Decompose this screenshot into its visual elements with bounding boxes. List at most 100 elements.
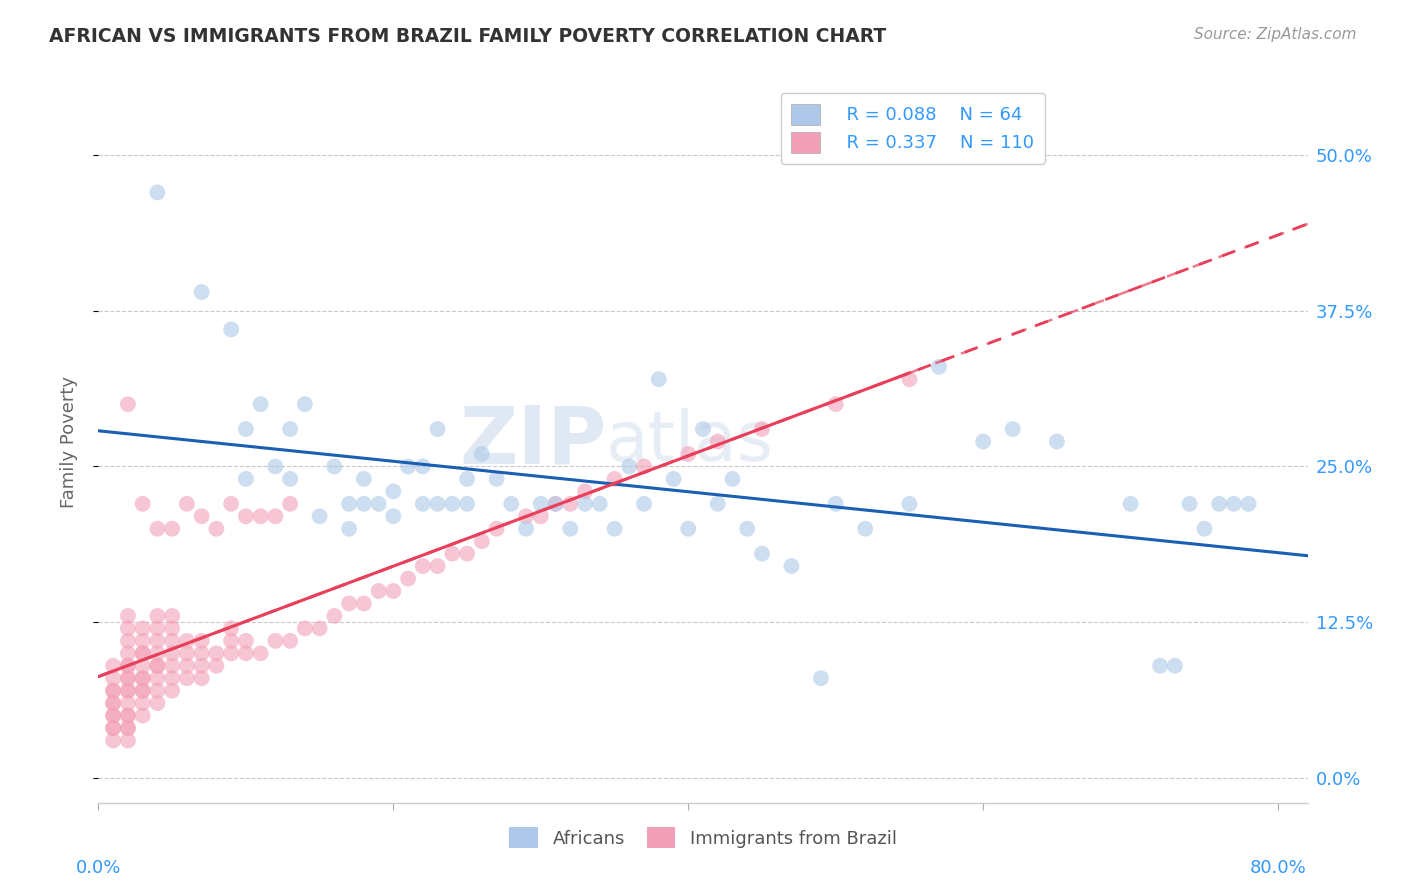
Point	[441, 497, 464, 511]
Point	[117, 733, 139, 747]
Point	[544, 497, 567, 511]
Point	[323, 609, 346, 624]
Point	[101, 733, 124, 747]
Point	[117, 621, 139, 635]
Point	[278, 422, 301, 436]
Point	[235, 633, 257, 648]
Point	[278, 633, 301, 648]
Point	[353, 497, 375, 511]
Legend: Africans, Immigrants from Brazil: Africans, Immigrants from Brazil	[502, 820, 904, 855]
Point	[633, 497, 655, 511]
Point	[117, 397, 139, 411]
Point	[101, 721, 124, 735]
Point	[1194, 522, 1216, 536]
Point	[426, 559, 449, 574]
Point	[117, 683, 139, 698]
Point	[278, 497, 301, 511]
Point	[101, 708, 124, 723]
Point	[190, 633, 212, 648]
Point	[117, 683, 139, 698]
Point	[160, 609, 183, 624]
Point	[219, 621, 242, 635]
Point	[515, 522, 537, 536]
Text: ZIP: ZIP	[458, 402, 606, 481]
Point	[146, 646, 169, 660]
Point	[101, 696, 124, 710]
Point	[278, 472, 301, 486]
Point	[131, 646, 153, 660]
Point	[1208, 497, 1230, 511]
Point	[589, 497, 612, 511]
Point	[190, 658, 212, 673]
Point	[678, 522, 700, 536]
Point	[485, 522, 508, 536]
Point	[721, 472, 744, 486]
Point	[101, 708, 124, 723]
Y-axis label: Family Poverty: Family Poverty	[59, 376, 77, 508]
Point	[456, 472, 478, 486]
Point	[1237, 497, 1260, 511]
Point	[692, 422, 714, 436]
Point	[131, 671, 153, 685]
Point	[471, 447, 494, 461]
Point	[824, 497, 846, 511]
Point	[117, 671, 139, 685]
Point	[117, 671, 139, 685]
Point	[560, 497, 582, 511]
Point	[131, 497, 153, 511]
Point	[1001, 422, 1024, 436]
Point	[382, 509, 405, 524]
Point	[530, 509, 553, 524]
Point	[101, 683, 124, 698]
Point	[219, 633, 242, 648]
Point	[205, 646, 228, 660]
Point	[751, 547, 773, 561]
Point	[706, 434, 728, 449]
Point	[190, 509, 212, 524]
Point	[146, 658, 169, 673]
Point	[160, 671, 183, 685]
Point	[367, 584, 389, 599]
Point	[574, 484, 596, 499]
Point	[235, 472, 257, 486]
Point	[101, 721, 124, 735]
Point	[530, 497, 553, 511]
Point	[117, 609, 139, 624]
Point	[249, 397, 271, 411]
Text: 80.0%: 80.0%	[1250, 859, 1306, 877]
Point	[117, 696, 139, 710]
Point	[146, 671, 169, 685]
Point	[131, 621, 153, 635]
Point	[337, 522, 360, 536]
Point	[131, 683, 153, 698]
Point	[294, 397, 316, 411]
Point	[412, 497, 434, 511]
Point	[706, 497, 728, 511]
Point	[235, 509, 257, 524]
Point	[382, 484, 405, 499]
Point	[308, 509, 330, 524]
Point	[633, 459, 655, 474]
Point	[412, 559, 434, 574]
Point	[131, 708, 153, 723]
Point	[501, 497, 523, 511]
Point	[131, 683, 153, 698]
Point	[146, 658, 169, 673]
Point	[146, 522, 169, 536]
Point	[853, 522, 876, 536]
Point	[456, 497, 478, 511]
Point	[898, 372, 921, 386]
Point	[1119, 497, 1142, 511]
Point	[1223, 497, 1246, 511]
Point	[160, 633, 183, 648]
Point	[146, 696, 169, 710]
Point	[619, 459, 641, 474]
Point	[160, 621, 183, 635]
Point	[308, 621, 330, 635]
Point	[160, 683, 183, 698]
Point	[131, 633, 153, 648]
Point	[574, 497, 596, 511]
Point	[249, 509, 271, 524]
Point	[323, 459, 346, 474]
Point	[972, 434, 994, 449]
